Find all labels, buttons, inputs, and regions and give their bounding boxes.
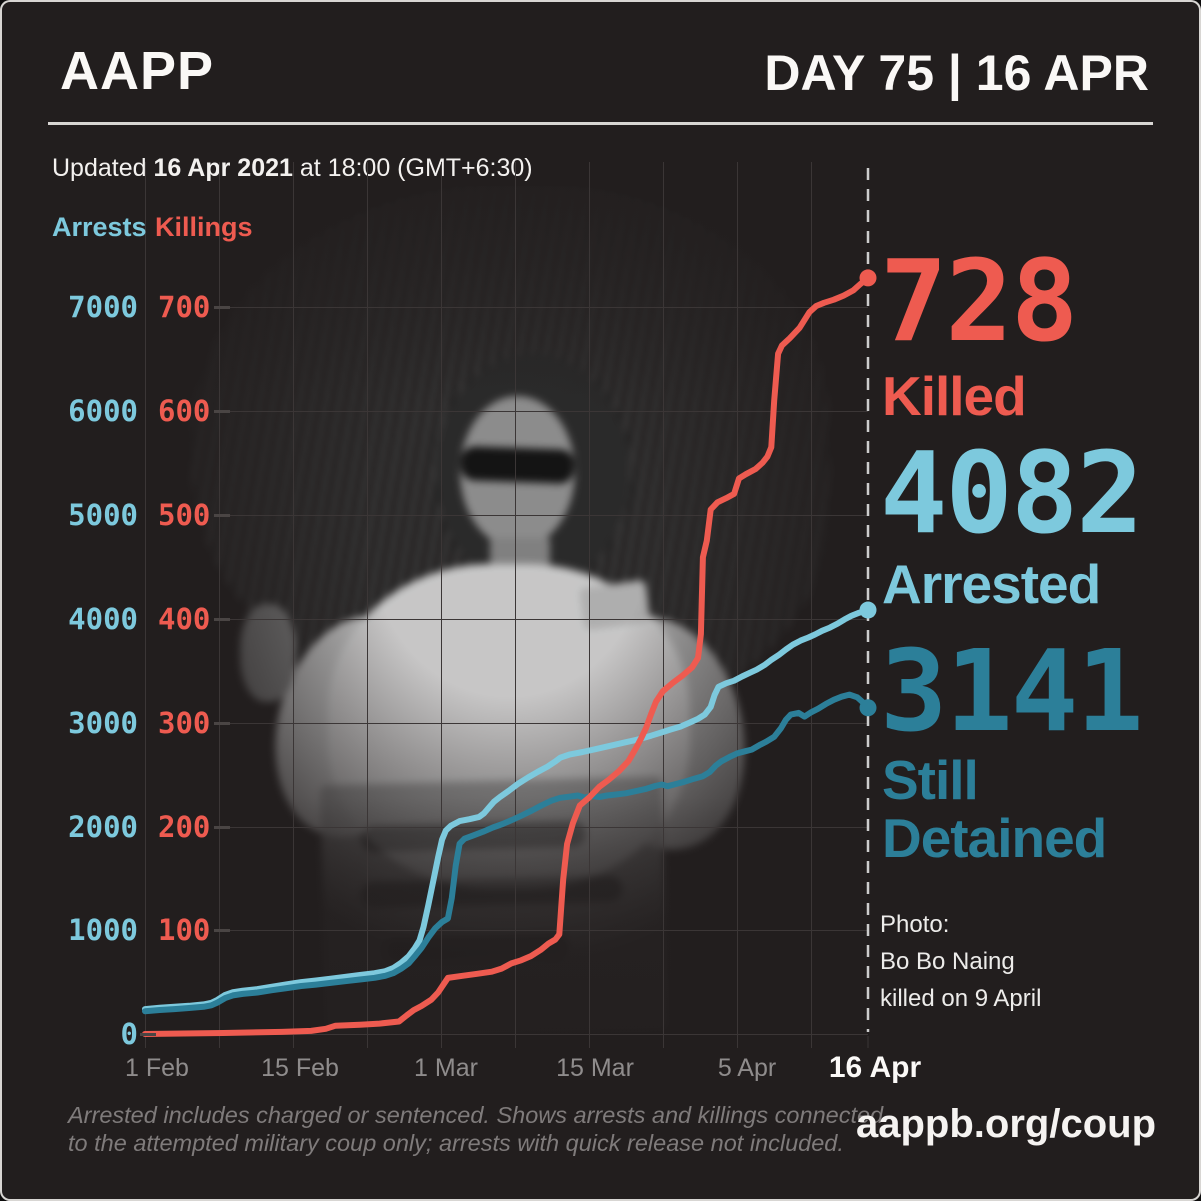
photo-caption: Photo: Bo Bo Naing killed on 9 April (880, 906, 1041, 1017)
photo-fade-overlay (150, 186, 868, 1034)
stat-label-still-detained: Detained (882, 807, 1107, 869)
aapp-logo: AAPP (60, 41, 215, 101)
header-divider (48, 122, 1153, 125)
series-line-arrests (142, 607, 871, 1013)
photo-caption-line: Photo: (880, 911, 950, 938)
website-url: aappb.org/coup (856, 1102, 1156, 1146)
series-end-dot-arrests (859, 601, 877, 619)
photo-caption-line: Bo Bo Naing (880, 948, 1015, 975)
legend-killings: Killings (155, 212, 253, 242)
series-line-still-detained (142, 691, 871, 1015)
stat-label-arrested: Arrested (882, 553, 1101, 615)
stat-value-killed: 728 (880, 237, 1078, 367)
updated-date: 16 Apr 2021 (153, 154, 293, 182)
updated-prefix: Updated (52, 154, 154, 182)
updated-suffix: at 18:00 (GMT+6:30) (292, 154, 533, 182)
updated-line: Updated 16 Apr 2021 at 18:00 (GMT+6:30) (52, 154, 533, 183)
disclaimer-line: to the attempted military coup only; arr… (68, 1130, 844, 1156)
footer-disclaimer: Arrested includes charged or sentenced. … (68, 1101, 883, 1157)
stat-label-killed: Killed (882, 365, 1027, 427)
series-end-dot-still-detained (859, 699, 877, 717)
stat-value-still-detained: 3141 (880, 627, 1144, 757)
series-line-killings (142, 274, 871, 1037)
victim-photo (150, 186, 868, 1034)
series-end-dot-killings (859, 269, 877, 287)
legend-arrests: Arrests (52, 212, 147, 242)
stat-label-still-detained: Still (882, 749, 979, 811)
stat-value-arrested: 4082 (880, 429, 1144, 559)
disclaimer-line: Arrested includes charged or sentenced. … (68, 1102, 884, 1128)
photo-caption-line: killed on 9 April (880, 985, 1042, 1012)
day-banner: DAY 75 | 16 APR (764, 45, 1149, 101)
